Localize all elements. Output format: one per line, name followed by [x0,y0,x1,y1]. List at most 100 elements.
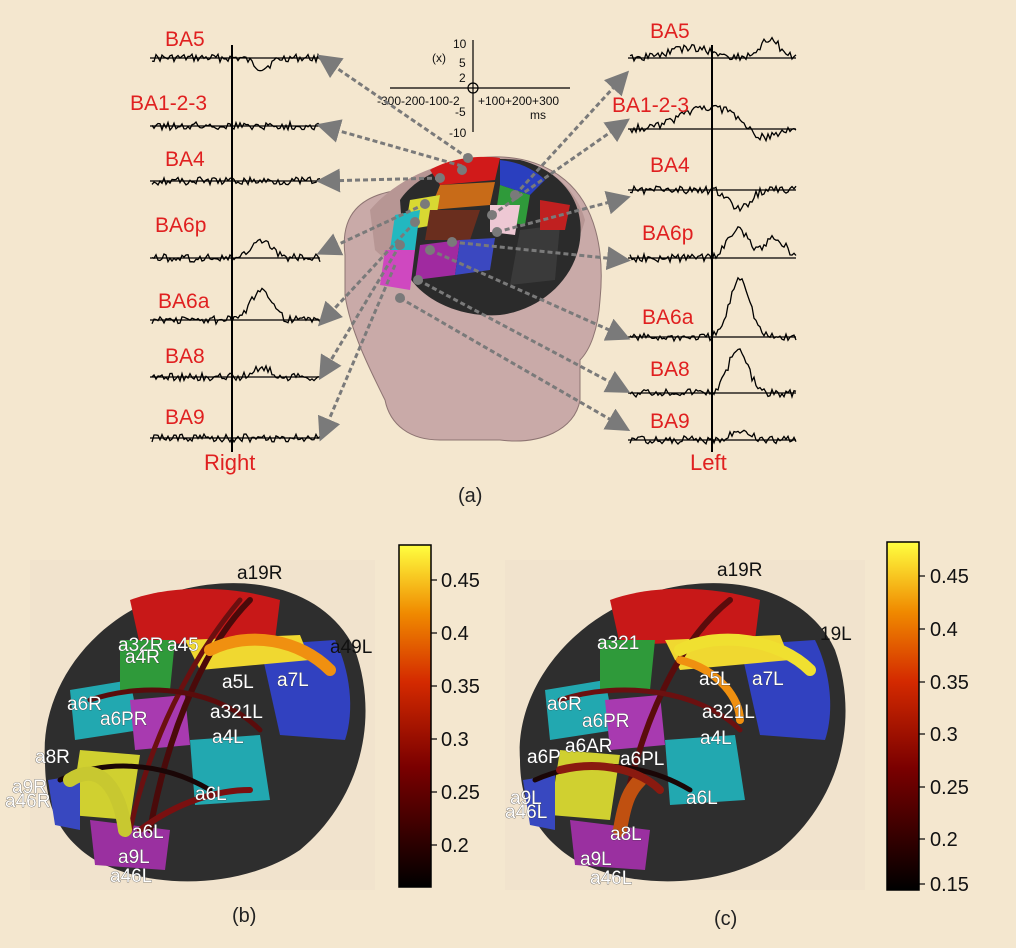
label-c-19L: 19L [820,624,852,645]
label-c-a19R: a19R [717,560,762,581]
trace-right-ba123 [151,119,321,132]
trace-left-ba6p [629,226,797,265]
x-ticks-positive: +100+200+300 [478,94,559,108]
head-model [343,156,602,442]
right-traces [150,52,321,444]
connections-c [532,597,816,837]
trace-right-ba5 [151,52,321,72]
trace-right-ba6p [151,238,321,264]
label-c-a5L: a5L [699,669,731,690]
y-tick-m10: -10 [449,126,467,140]
left-label-ba4: BA4 [650,154,690,177]
label-c-a46L-2: a46L [590,868,632,889]
label-b-a321L: a321L [210,702,263,723]
left-label-ba123: BA1-2-3 [612,94,689,117]
x-unit-label: ms [530,108,546,122]
trace-left-ba9 [629,429,797,445]
label-b-a6PR: a6PR [100,709,148,730]
label-c-a321: a321 [597,633,639,654]
cbar-c-tick-015: 0.15 [930,874,969,896]
trace-left-ba4 [629,184,797,213]
label-b-a4L: a4L [212,727,244,748]
label-c-a321L: a321L [702,702,755,723]
region-labels-b: a19R a32R a4R a45 a49L a5L a7L a6R a6PR … [5,563,373,887]
y-tick-5: 5 [459,56,466,70]
label-b-a32R: a32R [118,635,163,656]
left-label-ba8: BA8 [650,358,690,381]
y-tick-m5: -5 [455,105,466,119]
colorbar-c: 0.45 0.4 0.35 0.3 0.25 0.2 0.15 [886,541,969,896]
label-b-a5L: a5L [222,672,254,693]
right-label-ba9: BA9 [165,406,205,429]
trace-right-ba6a [151,287,321,326]
region-labels-c: a19R a321 19L a5L a7L a6R a6PR a321L a4L… [505,560,852,889]
label-b-a9L: a9L [118,847,150,868]
label-b-a46L: a46L [110,866,152,887]
right-side-label: Right [204,450,255,475]
cbar-b-tick-035: 0.35 [441,676,480,698]
trace-left-ba5 [629,36,797,63]
left-label-ba6a: BA6a [642,306,694,329]
y-unit-label: (x) [432,51,446,65]
label-c-a8L: a8L [610,824,642,845]
trace-left-ba8 [629,348,797,400]
right-label-ba4: BA4 [165,148,205,171]
label-c-a6R: a6R [547,694,582,715]
label-b-a6L-2: a6L [132,822,164,843]
caption-a: (a) [458,485,482,507]
cbar-c-tick-025: 0.25 [930,777,969,799]
right-label-ba6a: BA6a [158,290,210,313]
cbar-b-tick-02: 0.2 [441,835,469,857]
connections-b [57,597,336,837]
cbar-b-tick-025: 0.25 [441,782,480,804]
x-ticks-negative: -300-200-100-2 [377,94,460,108]
left-label-ba5: BA5 [650,20,690,43]
trace-left-ba123 [629,104,797,143]
cbar-c-tick-035: 0.35 [930,672,969,694]
label-c-a6L: a6L [686,788,718,809]
right-label-ba5: BA5 [165,28,205,51]
label-c-a6P: a6P [527,747,561,768]
label-b-a45: a45 [167,635,199,656]
y-tick-10: 10 [453,37,467,51]
left-traces [628,36,797,445]
cbar-b-tick-045: 0.45 [441,570,480,592]
label-b-a49L: a49L [330,637,372,658]
label-b-a46R: a46R [5,791,50,812]
cbar-c-tick-045: 0.45 [930,566,969,588]
trace-left-ba6a [629,276,797,343]
cortex-surface [380,156,581,316]
colorbar-b: 0.45 0.4 0.35 0.3 0.25 0.2 [398,544,480,888]
left-label-ba9: BA9 [650,410,690,433]
label-c-a4L: a4L [700,728,732,749]
cbar-b-tick-04: 0.4 [441,623,469,645]
label-c-a46L-1: a46L [505,802,547,823]
panel-a: BA5 BA1-2-3 BA4 BA6p BA6a BA8 BA9 Right … [130,20,797,507]
panel-b: a19R a32R a4R a45 a49L a5L a7L a6R a6PR … [5,544,480,927]
y-tick-2: 2 [459,71,466,85]
cbar-b-tick-03: 0.3 [441,729,469,751]
label-b-a8R: a8R [35,747,70,768]
scale-axis: (x) 10 5 2 -5 -10 -300-200-100-2 +100+20… [377,37,570,140]
label-b-a6R: a6R [67,694,102,715]
label-c-a7L: a7L [752,669,784,690]
label-c-a6PL: a6PL [620,749,664,770]
label-b-a4R: a4R [125,647,160,668]
label-b-a6L-1: a6L [195,784,227,805]
panel-c: a19R a321 19L a5L a7L a6R a6PR a321L a4L… [505,541,969,930]
trace-right-ba8 [151,364,321,383]
label-b-a9R: a9R [12,777,47,798]
label-c-a9L-1: a9L [510,788,542,809]
left-label-ba6p: BA6p [642,222,693,245]
label-b-a7L: a7L [277,670,309,691]
label-c-a6PR: a6PR [582,711,630,732]
cbar-c-tick-03: 0.3 [930,724,958,746]
right-label-ba8: BA8 [165,345,205,368]
label-c-a6AR: a6AR [565,736,613,757]
right-label-ba123: BA1-2-3 [130,92,207,115]
label-c-a9L-2: a9L [580,849,612,870]
connector-arrows [316,54,631,442]
caption-b: (b) [232,905,256,927]
label-b-a19R: a19R [237,563,282,584]
